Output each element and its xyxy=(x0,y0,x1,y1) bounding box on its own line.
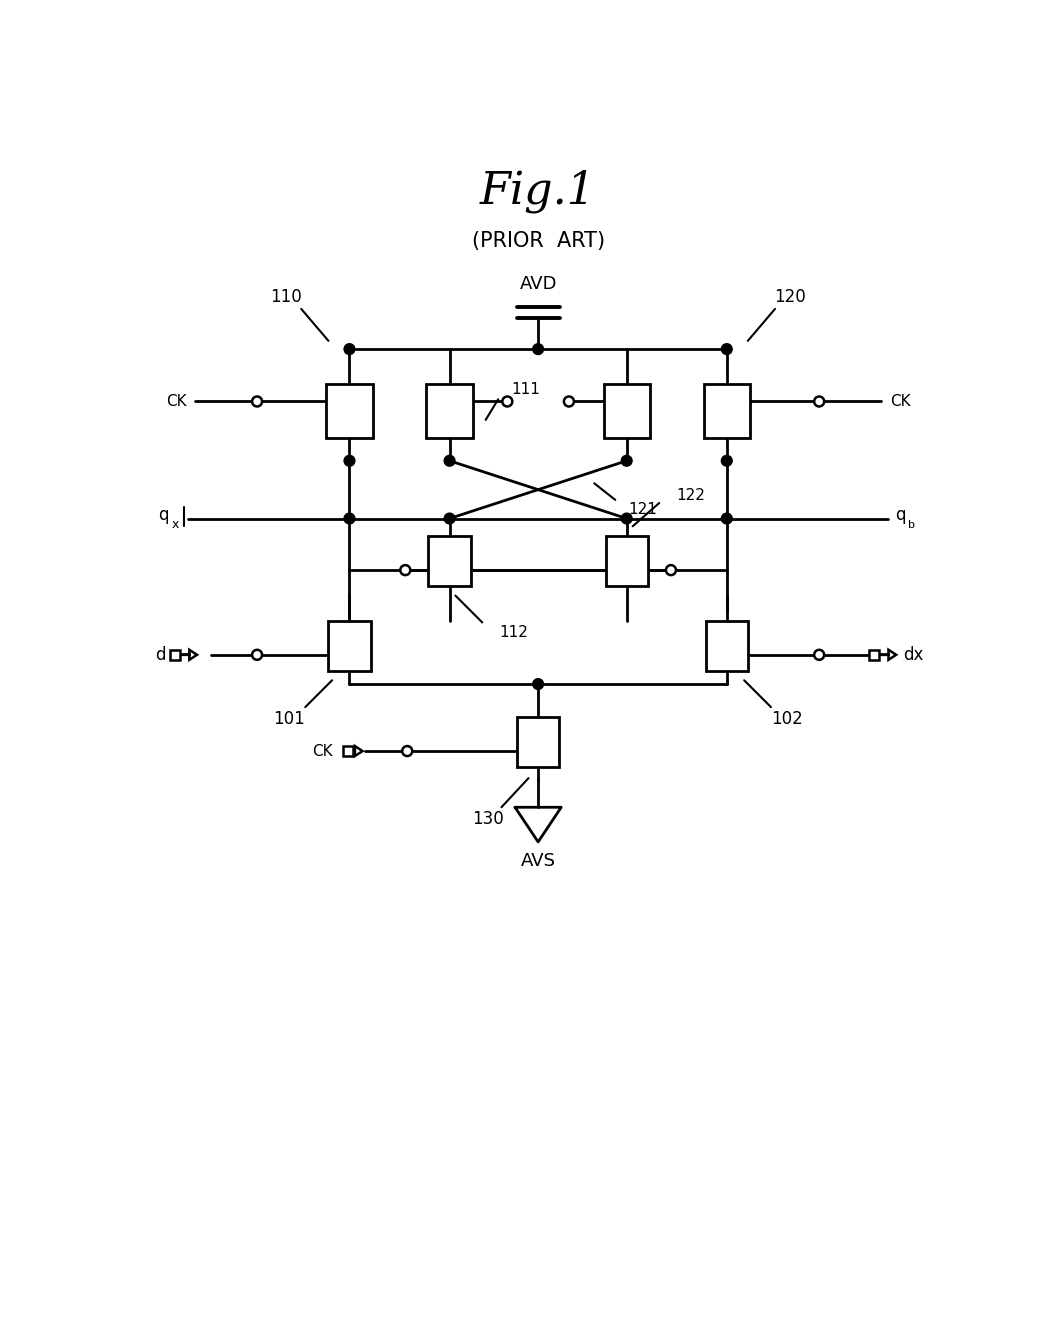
Bar xyxy=(604,384,650,438)
Circle shape xyxy=(444,456,455,467)
FancyArrow shape xyxy=(353,746,362,757)
Bar xyxy=(869,650,879,660)
Text: (PRIOR  ART): (PRIOR ART) xyxy=(471,232,605,252)
Circle shape xyxy=(252,397,262,406)
Circle shape xyxy=(444,513,455,525)
Circle shape xyxy=(400,565,411,575)
Text: 102: 102 xyxy=(771,710,802,728)
Text: 110: 110 xyxy=(271,287,302,306)
Text: 122: 122 xyxy=(677,488,706,503)
Text: CK: CK xyxy=(166,394,187,409)
Bar xyxy=(517,717,560,767)
Text: AVD: AVD xyxy=(520,274,556,293)
Bar xyxy=(329,621,371,671)
Text: 121: 121 xyxy=(628,502,657,517)
Text: q: q xyxy=(895,506,905,525)
Text: 112: 112 xyxy=(500,625,528,639)
Text: 101: 101 xyxy=(274,710,306,728)
Text: AVS: AVS xyxy=(521,853,555,870)
Bar xyxy=(428,536,470,587)
Text: x: x xyxy=(172,518,180,531)
Text: Fig.1: Fig.1 xyxy=(480,170,596,214)
Text: 111: 111 xyxy=(511,382,540,397)
Circle shape xyxy=(402,746,413,757)
FancyArrow shape xyxy=(879,650,897,660)
Circle shape xyxy=(814,650,824,660)
Bar xyxy=(343,746,353,757)
Text: b: b xyxy=(908,519,915,530)
Text: 120: 120 xyxy=(774,287,805,306)
Circle shape xyxy=(622,456,632,467)
Circle shape xyxy=(344,513,355,525)
Circle shape xyxy=(814,397,824,406)
Text: CK: CK xyxy=(889,394,910,409)
Circle shape xyxy=(721,344,732,355)
Text: dx: dx xyxy=(903,646,923,664)
Circle shape xyxy=(532,344,544,355)
Bar xyxy=(606,536,648,587)
FancyArrow shape xyxy=(181,650,197,660)
Circle shape xyxy=(502,397,512,406)
Circle shape xyxy=(666,565,676,575)
Circle shape xyxy=(344,344,355,355)
Bar xyxy=(426,384,472,438)
Text: q: q xyxy=(158,506,168,525)
Bar xyxy=(327,384,373,438)
Bar xyxy=(170,650,181,660)
Circle shape xyxy=(622,513,632,525)
Circle shape xyxy=(252,650,262,660)
Text: d: d xyxy=(155,646,166,664)
Circle shape xyxy=(721,456,732,467)
Circle shape xyxy=(564,397,574,406)
Text: 130: 130 xyxy=(472,811,504,828)
Circle shape xyxy=(344,456,355,467)
Circle shape xyxy=(532,679,544,689)
Circle shape xyxy=(721,513,732,525)
Bar xyxy=(704,384,750,438)
Text: CK: CK xyxy=(312,743,333,759)
Bar xyxy=(706,621,748,671)
